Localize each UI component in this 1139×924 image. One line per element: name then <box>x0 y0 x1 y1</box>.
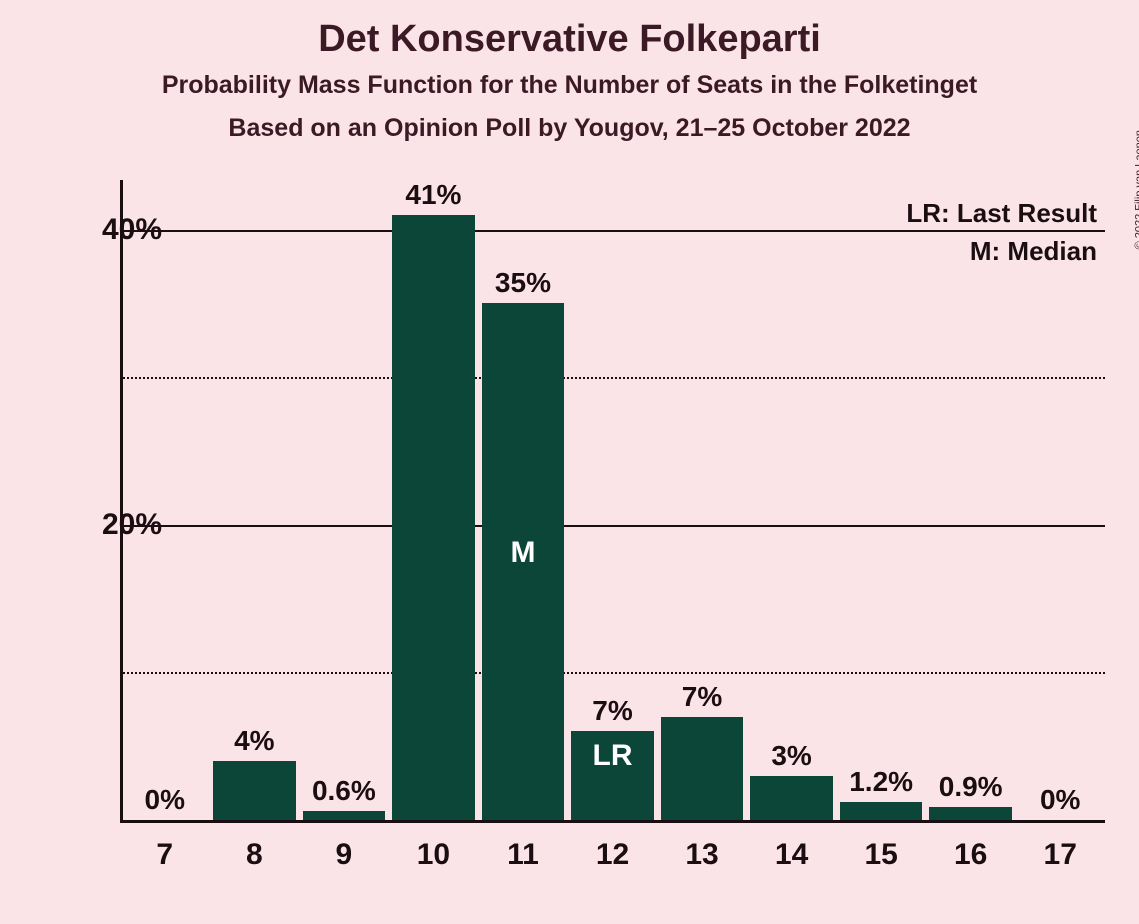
bar-value-label: 7% <box>592 695 632 727</box>
bar-value-label: 7% <box>682 681 722 713</box>
bar <box>303 811 385 820</box>
bar-value-label: 1.2% <box>849 766 913 798</box>
x-tick-label: 7 <box>156 838 173 872</box>
bar-inner-label: M <box>510 536 535 570</box>
x-tick-label: 11 <box>507 838 539 872</box>
bar-value-label: 0.9% <box>939 771 1003 803</box>
x-tick-label: 10 <box>417 838 450 872</box>
x-tick-label: 17 <box>1044 838 1077 872</box>
gridline <box>120 230 1105 232</box>
x-tick-label: 12 <box>596 838 629 872</box>
bar <box>213 761 295 820</box>
x-tick-label: 13 <box>685 838 718 872</box>
chart-subtitle-1: Probability Mass Function for the Number… <box>0 71 1139 100</box>
x-tick-label: 9 <box>336 838 353 872</box>
x-tick-label: 8 <box>246 838 263 872</box>
bar-value-label: 0% <box>1040 784 1080 816</box>
x-tick-label: 15 <box>864 838 897 872</box>
x-tick-label: 16 <box>954 838 987 872</box>
chart-plot-area: 20%40%0%74%80.6%941%1035%11M7%12LR7%133%… <box>120 200 1105 820</box>
chart-title: Det Konservative Folkeparti <box>0 0 1139 61</box>
bar <box>840 802 922 820</box>
bar-value-label: 3% <box>771 740 811 772</box>
gridline <box>120 672 1105 674</box>
bar-value-label: 0.6% <box>312 775 376 807</box>
bar <box>929 807 1011 820</box>
bar <box>392 215 474 820</box>
bar <box>750 776 832 820</box>
bar-value-label: 4% <box>234 725 274 757</box>
bar-value-label: 41% <box>405 179 461 211</box>
y-axis <box>120 180 123 820</box>
gridline <box>120 377 1105 379</box>
chart-subtitle-2: Based on an Opinion Poll by Yougov, 21–2… <box>0 114 1139 143</box>
copyright-text: © 2022 Filip van Laenen <box>1133 130 1139 249</box>
bar <box>661 717 743 820</box>
bar-value-label: 0% <box>145 784 185 816</box>
x-tick-label: 14 <box>775 838 808 872</box>
x-axis <box>120 820 1105 823</box>
bar-inner-label: LR <box>593 739 633 773</box>
legend-m: M: Median <box>970 236 1097 267</box>
bar-value-label: 35% <box>495 267 551 299</box>
gridline <box>120 525 1105 527</box>
legend-lr: LR: Last Result <box>906 198 1097 229</box>
